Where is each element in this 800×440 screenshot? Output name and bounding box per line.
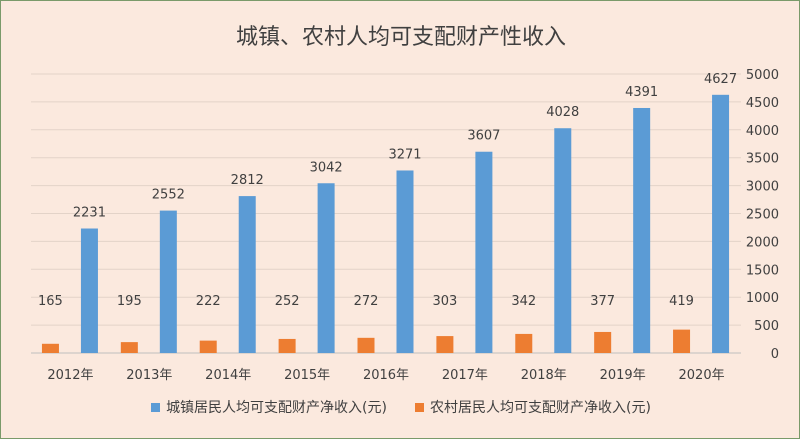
y-tick-label: 4500 xyxy=(746,96,779,111)
data-label-rural: 252 xyxy=(275,294,300,309)
y-tick-label: 4000 xyxy=(746,124,779,139)
data-label-rural: 195 xyxy=(117,294,142,309)
legend-label-rural: 农村居民人均可支配财产净收入(元) xyxy=(430,400,651,416)
y-tick-label: 2500 xyxy=(746,208,779,223)
y-tick-label: 3000 xyxy=(746,180,779,195)
legend-swatch-urban xyxy=(151,402,161,412)
data-label-rural: 165 xyxy=(38,294,63,309)
bar-urban xyxy=(80,228,98,353)
data-label-urban: 4627 xyxy=(704,72,737,87)
data-label-urban: 4391 xyxy=(625,85,658,100)
bar-rural xyxy=(357,337,375,353)
y-tick-label: 500 xyxy=(754,319,779,334)
y-tick-label: 2000 xyxy=(746,235,779,250)
data-label-urban: 2231 xyxy=(73,206,106,221)
bar-rural xyxy=(41,343,59,353)
bar-rural xyxy=(515,333,533,353)
data-label-rural: 272 xyxy=(354,294,379,309)
bar-urban xyxy=(475,151,493,353)
legend-item-urban: 城镇居民人均可支配财产净收入(元) xyxy=(151,397,387,417)
bar-urban xyxy=(317,183,335,353)
bar-urban xyxy=(633,107,651,353)
bar-rural xyxy=(278,338,296,353)
x-tick-label: 2014年 xyxy=(205,368,251,383)
data-label-rural: 377 xyxy=(590,294,615,309)
x-tick-label: 2018年 xyxy=(521,368,567,383)
y-tick-label: 0 xyxy=(771,347,779,362)
data-label-urban: 2812 xyxy=(231,173,264,188)
bar-urban xyxy=(554,128,572,353)
x-tick-label: 2016年 xyxy=(363,368,409,383)
bar-rural xyxy=(120,342,138,353)
data-label-rural: 222 xyxy=(196,294,221,309)
legend-swatch-rural xyxy=(415,402,424,412)
bar-rural xyxy=(199,340,217,353)
bar-rural xyxy=(594,331,612,353)
y-tick-label: 3500 xyxy=(746,152,779,167)
bar-urban xyxy=(159,210,177,353)
data-label-urban: 3271 xyxy=(388,147,421,162)
x-tick-label: 2017年 xyxy=(442,368,488,383)
data-label-urban: 4028 xyxy=(546,105,579,120)
x-tick-label: 2020年 xyxy=(679,368,725,383)
x-tick-label: 2019年 xyxy=(600,368,646,383)
bar-rural xyxy=(673,329,691,353)
y-tick-label: 1000 xyxy=(746,291,779,306)
x-tick-label: 2012年 xyxy=(47,368,93,383)
data-label-rural: 419 xyxy=(669,294,694,309)
data-label-rural: 342 xyxy=(511,294,536,309)
legend-item-rural: 农村居民人均可支配财产净收入(元) xyxy=(415,397,651,417)
bar-rural xyxy=(436,336,454,353)
data-label-urban: 3042 xyxy=(310,160,343,175)
y-tick-label: 1500 xyxy=(746,263,779,278)
bar-urban xyxy=(396,170,414,353)
data-label-rural: 303 xyxy=(432,294,457,309)
legend: 城镇居民人均可支配财产净收入(元) 农村居民人均可支配财产净收入(元) xyxy=(1,397,800,417)
legend-label-urban: 城镇居民人均可支配财产净收入(元) xyxy=(166,400,387,416)
data-label-urban: 3607 xyxy=(467,129,500,144)
bar-urban xyxy=(238,196,256,353)
x-tick-label: 2015年 xyxy=(284,368,330,383)
data-label-urban: 2552 xyxy=(152,188,185,203)
bar-urban xyxy=(712,94,730,353)
x-tick-label: 2013年 xyxy=(126,368,172,383)
chart-title: 城镇、农村人均可支配财产性收入 xyxy=(235,25,566,50)
y-tick-label: 5000 xyxy=(746,68,779,83)
